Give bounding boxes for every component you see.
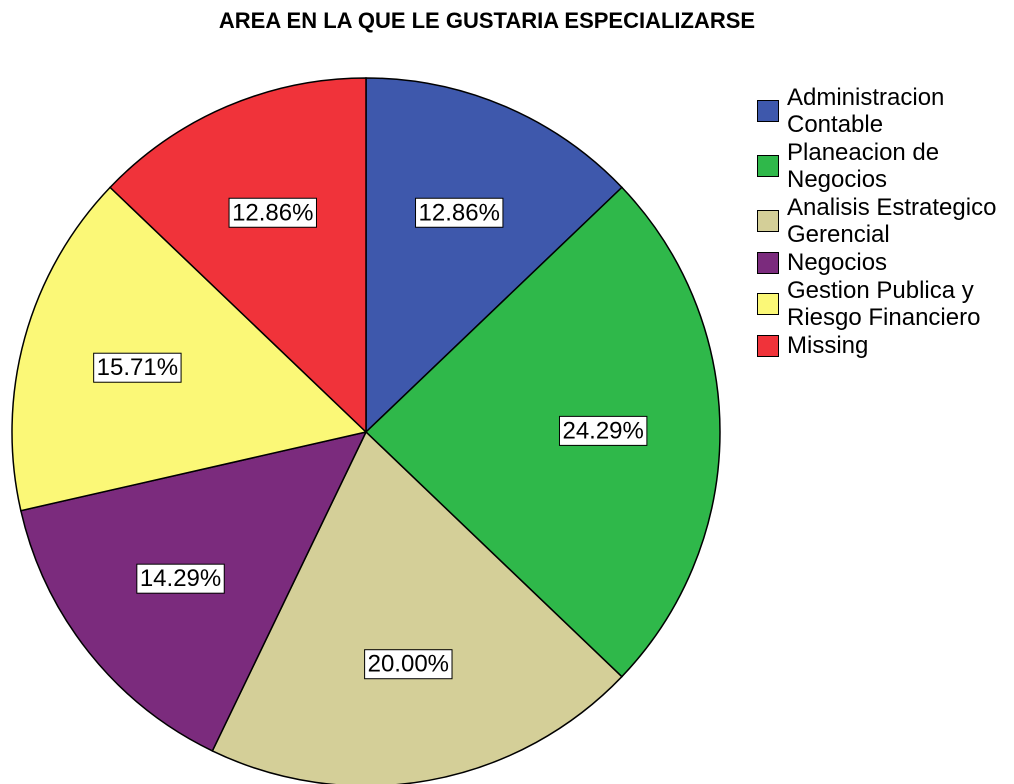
data-label-text: 15.71%: [97, 354, 178, 381]
data-label: 12.86%: [415, 197, 504, 228]
legend-swatch: [757, 210, 779, 232]
data-label: 20.00%: [364, 649, 453, 680]
legend-item: Missing: [757, 332, 1007, 359]
pie-slice: [11, 186, 368, 512]
data-label: 12.86%: [228, 197, 317, 228]
legend-swatch: [757, 155, 779, 177]
legend-label: Analisis Estrategico Gerencial: [787, 194, 997, 248]
legend: Administracion Contable Planeacion de Neg…: [757, 84, 1007, 360]
legend-item: Administracion Contable: [757, 84, 1007, 138]
pie-slice: [109, 77, 367, 434]
pie-slice: [365, 77, 623, 434]
pie-slice: [211, 430, 623, 784]
chart-title: AREA EN LA QUE LE GUSTARIA ESPECIALIZARS…: [219, 8, 755, 33]
data-label-text: 24.29%: [562, 417, 643, 444]
legend-label: Negocios: [787, 249, 888, 276]
data-label-box: [364, 649, 453, 680]
legend-item: Planeacion de Negocios: [757, 139, 1007, 193]
legend-item: Analisis Estrategico Gerencial: [757, 194, 1007, 248]
data-label-box: [93, 352, 182, 383]
legend-swatch: [757, 100, 779, 122]
data-label-box: [558, 415, 648, 446]
legend-swatch: [757, 334, 779, 357]
legend-label: Administracion Contable: [787, 84, 945, 138]
data-label-text: 20.00%: [368, 651, 449, 678]
legend-label: Missing: [787, 332, 869, 359]
data-label: 15.71%: [93, 352, 182, 383]
data-label-box: [415, 197, 504, 228]
legend-swatch: [757, 293, 779, 315]
data-label: 24.29%: [558, 415, 648, 446]
legend-label: Planeacion de Negocios: [787, 139, 940, 193]
legend-swatch: [757, 251, 779, 274]
data-label-box: [136, 563, 225, 594]
data-label-text: 12.86%: [419, 199, 500, 226]
data-label: 14.29%: [136, 563, 225, 594]
legend-item: Negocios: [757, 249, 1007, 276]
data-label-text: 12.86%: [232, 199, 313, 226]
legend-item: Gestion Publica y Riesgo Financiero: [757, 277, 1007, 331]
data-label-box: [228, 197, 317, 228]
data-label-text: 14.29%: [140, 565, 221, 592]
pie-slice: [364, 186, 721, 678]
legend-label: Gestion Publica y Riesgo Financiero: [787, 277, 981, 331]
